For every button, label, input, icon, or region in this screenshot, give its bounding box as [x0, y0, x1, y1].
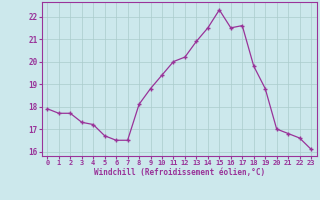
X-axis label: Windchill (Refroidissement éolien,°C): Windchill (Refroidissement éolien,°C) [94, 168, 265, 177]
